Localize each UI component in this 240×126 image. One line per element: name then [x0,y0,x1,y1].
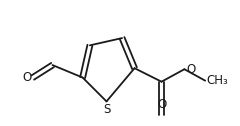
Text: S: S [103,103,110,117]
Text: O: O [186,63,195,76]
Text: CH₃: CH₃ [207,74,228,87]
Text: O: O [23,71,32,84]
Text: O: O [157,98,166,111]
